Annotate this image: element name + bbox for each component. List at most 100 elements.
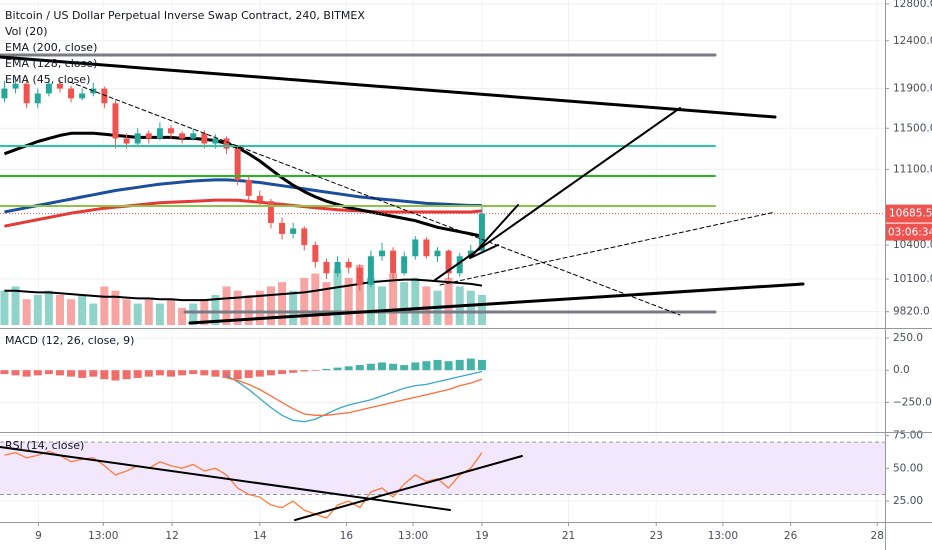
candle-body (423, 239, 430, 257)
candle-body (401, 256, 408, 274)
countdown-label: 03:06:34 (888, 227, 932, 239)
macd-histogram-bar (144, 370, 153, 377)
x-tick-label: 12 (165, 530, 178, 542)
candle-body (79, 93, 86, 99)
volume-bar (144, 299, 153, 325)
macd-histogram-bar (477, 359, 486, 371)
macd-histogram-bar (433, 359, 442, 371)
volume-bar (78, 295, 87, 325)
candle-body (234, 148, 241, 180)
candle-body (345, 261, 352, 268)
candle-body (112, 103, 119, 139)
legend: Bitcoin / US Dollar Perpetual Inverse Sw… (5, 9, 365, 452)
volume-bar (167, 299, 176, 325)
trend-line (469, 244, 499, 259)
dashed-trend-line (439, 211, 776, 286)
volume-bar (0, 290, 9, 325)
macd-histogram-bar (178, 370, 187, 376)
volume-bar (355, 265, 364, 325)
macd-histogram-bar (0, 370, 9, 375)
rsi-trend-line (294, 455, 523, 521)
last-price-box (885, 204, 932, 223)
macd-histogram-bar (233, 370, 242, 380)
dashed-trend-line (69, 81, 681, 316)
volume-bar (111, 290, 120, 325)
y-tick-label: 10400.0 (893, 239, 932, 251)
volume-bar (344, 277, 353, 325)
candle-body (267, 201, 274, 223)
macd-histogram-bar (355, 365, 364, 371)
macd-histogram-bar (167, 370, 176, 377)
candle-body (34, 93, 41, 104)
macd-legend: MACD (12, 26, close, 9) (5, 334, 134, 347)
macd-histogram-bar (300, 370, 309, 372)
y-tick-label: 25.00 (893, 495, 923, 507)
macd-histogram-bar (466, 358, 475, 371)
trend-line (469, 204, 519, 259)
volume-bar (422, 286, 431, 325)
volume-bar (333, 269, 342, 325)
candle-body (434, 250, 441, 257)
volume-bar (278, 282, 287, 325)
candle-body (101, 88, 108, 104)
macd-histogram-bar (100, 370, 109, 380)
volume-bar (300, 277, 309, 325)
x-tick-label: 13:00 (88, 530, 118, 542)
signal-line (226, 377, 483, 416)
macd-histogram-bar (311, 370, 320, 371)
volume-bar (100, 286, 109, 325)
macd-histogram-bar (366, 363, 375, 371)
y-tick-label: 12400.0 (893, 35, 932, 47)
macd-histogram-bar (444, 361, 453, 371)
ema-line (4, 198, 483, 228)
macd-histogram-bar (322, 368, 331, 371)
volume-bar (122, 299, 131, 325)
volume-bar (400, 282, 409, 325)
macd-histogram-bar (89, 370, 98, 377)
volume-bar (311, 273, 320, 325)
candle-body (68, 88, 75, 99)
macd-histogram-bar (44, 370, 53, 375)
macd-histogram-bar (255, 370, 264, 377)
volume-bar (44, 290, 53, 325)
candle-body (201, 133, 208, 144)
x-tick-label: 16 (340, 530, 354, 542)
candle-body (256, 195, 263, 202)
macd-histogram-bar (411, 362, 420, 371)
candle-body (412, 239, 419, 257)
x-tick-label: 13:00 (398, 530, 428, 542)
volume-bar (466, 290, 475, 325)
candle-body (45, 83, 52, 94)
candle-body (56, 83, 63, 89)
y-tick-label: 250.0 (893, 332, 923, 344)
macd-histogram-bar (244, 370, 253, 378)
candle-body (367, 256, 374, 285)
volume-bar (55, 295, 64, 325)
y-tick-label: 12800.0 (893, 0, 932, 10)
y-tick-label: 50.00 (893, 462, 923, 474)
volume-bar (89, 303, 98, 325)
macd-histogram-bar (55, 370, 64, 376)
volume-bar (444, 277, 453, 325)
candle-body (134, 133, 141, 144)
volume-legend: Vol (20) (5, 25, 48, 38)
macd-histogram-bar (400, 365, 409, 371)
macd-histogram-bar (155, 370, 164, 376)
candle-body (156, 128, 163, 139)
volume-bar (389, 273, 398, 325)
y-tick-label: 11900.0 (893, 83, 932, 95)
macd-line (226, 370, 483, 423)
volume-bar (211, 295, 220, 325)
volume-bar (67, 299, 76, 325)
macd-histogram-bar (422, 361, 431, 371)
macd-histogram-bar (67, 370, 76, 377)
y-tick-label: 9820.0 (893, 306, 930, 318)
y-tick-label: 10100.0 (893, 273, 932, 285)
volume-ma-line (4, 278, 483, 302)
drawings (0, 53, 805, 521)
macd-histogram-bar (133, 370, 142, 378)
trend-line (0, 55, 777, 119)
candle-body (467, 250, 474, 257)
volume-bar (366, 277, 375, 325)
